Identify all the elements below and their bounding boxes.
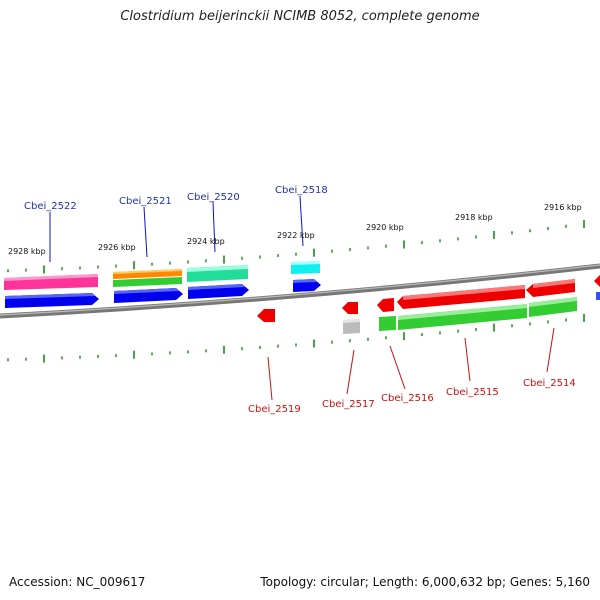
genome-backbone [0, 263, 600, 319]
ruler-label: 2916 kbp [544, 203, 582, 212]
gene-label[interactable]: Cbei_2522 [24, 201, 77, 212]
cds-arrow-reverse [377, 298, 394, 312]
ruler-label: 2918 kbp [455, 213, 493, 222]
feature-bar-green [113, 277, 182, 287]
cds-arrow-reverse-partial [594, 275, 600, 287]
ruler-label: 2922 kbp [277, 231, 315, 240]
ruler-label: 2926 kbp [98, 243, 136, 252]
feature-bar-green [379, 316, 396, 331]
cds-arrow-reverse [257, 309, 275, 322]
cds-arrow-reverse [342, 302, 358, 314]
lower-feature-track [343, 297, 577, 334]
cds-arrow-forward-partial [596, 292, 600, 300]
accession-text: Accession: NC_009617 [9, 575, 146, 589]
gene-label[interactable]: Cbei_2514 [523, 378, 576, 389]
outer-tick-row [7, 220, 585, 274]
topology-text: Topology: circular; Length: 6,000,632 bp… [260, 575, 590, 589]
inner-tick-row [7, 313, 585, 363]
map-title: Clostridium beijerinckii NCIMB 8052, com… [120, 9, 480, 24]
gene-label[interactable]: Cbei_2515 [446, 387, 499, 398]
genome-backbone-highlight [0, 264, 600, 316]
gene-label[interactable]: Cbei_2517 [322, 399, 375, 410]
gene-label[interactable]: Cbei_2520 [187, 192, 240, 203]
gene-label[interactable]: Cbei_2521 [119, 196, 172, 207]
gene-callouts-bottom: Cbei_2519 Cbei_2517 Cbei_2516 Cbei_2515 … [248, 327, 576, 415]
ruler-label: 2920 kbp [366, 223, 404, 232]
upper-feature-track [4, 261, 320, 290]
gene-callouts-top: Cbei_2522 Cbei_2521 Cbei_2520 Cbei_2518 [24, 185, 328, 262]
forward-cds-track [5, 279, 600, 308]
ruler-label: 2924 kbp [187, 237, 225, 246]
gene-label[interactable]: Cbei_2519 [248, 404, 301, 415]
gene-label[interactable]: Cbei_2518 [275, 185, 328, 196]
reverse-cds-track [257, 275, 600, 322]
gene-label[interactable]: Cbei_2516 [381, 393, 434, 404]
ruler-label: 2928 kbp [8, 247, 46, 256]
